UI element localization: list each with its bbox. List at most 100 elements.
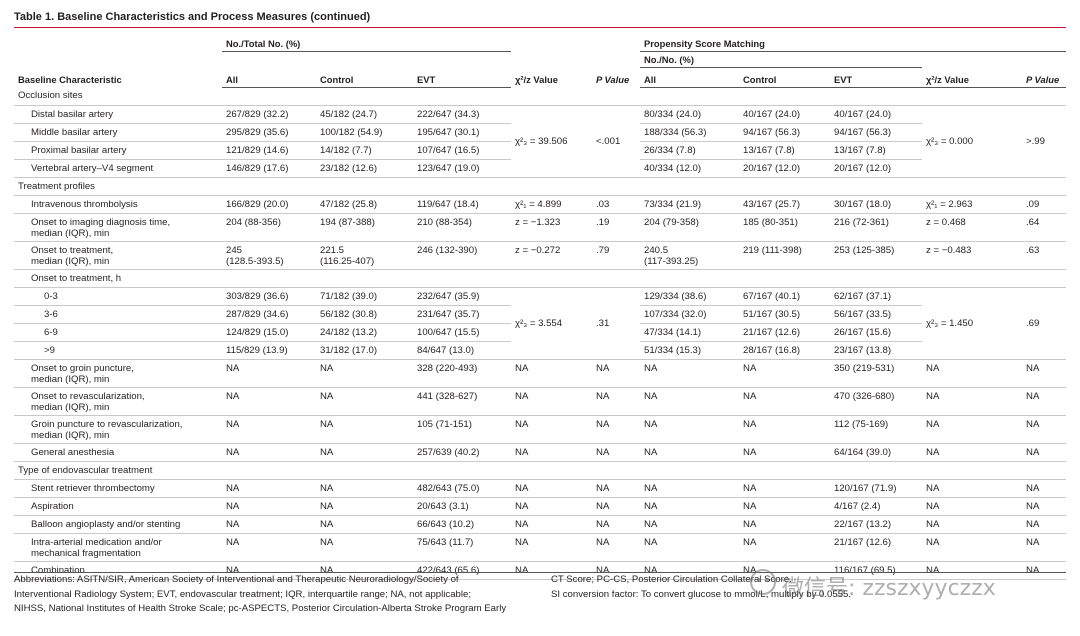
table-cell: NA [511,443,593,462]
spacer [222,51,511,67]
table-cell: .64 [1022,213,1067,242]
table-row: >9 115/829 (13.9) 31/182 (17.0) 84/647 (13.… [14,341,1066,360]
table-cell: NA [640,359,740,388]
table-cell: 210 (88-354) [413,213,512,242]
table-cell: NA [592,533,641,562]
row-label: Stent retriever thrombectomy [14,479,222,498]
table-cell: 146/829 (17.6) [222,159,316,178]
section-row: Treatment profiles [14,177,1067,196]
table-cell: NA [1022,561,1067,580]
table-cell: NA [592,443,641,462]
table-cell: χ²₃ = 3.554 [511,287,593,360]
table-cell: 119/647 (18.4) [413,195,512,214]
table-cell: 166/829 (20.0) [222,195,316,214]
table-row: Proximal basilar artery 121/829 (14.6) 14/… [14,141,1066,160]
table-cell: 245 (128.5-393.5) [222,241,316,270]
table-cell: NA [1022,533,1067,562]
empty-cell [222,461,1067,480]
row-label: Distal basilar artery [14,105,222,124]
table-row: Combination NA NA 422/643 (65.6) NA NA NA NA 116… [14,561,1067,580]
table-cell: NA [739,561,831,580]
table-cell: NA [511,415,593,444]
table-cell: 22/167 (13.2) [830,515,923,534]
section-title: Occlusion sites [14,87,222,106]
table-cell: NA [511,515,593,534]
table-cell: 64/164 (39.0) [830,443,923,462]
table-cell: NA [922,479,1023,498]
footnote-line: NIHSS, National Institutes of Health Str… [14,603,507,614]
table-cell: NA [592,415,641,444]
table-cell: NA [592,561,641,580]
footnote-line: Interventional Radiology System; EVT, en… [14,588,472,600]
column-header: P Value [596,74,630,85]
table-cell: 28/167 (16.8) [739,341,831,360]
table-cell: NA [739,359,831,388]
table-row: Intra-arterial medication and/or mechani… [14,533,1067,562]
table-cell: 51/167 (30.5) [739,305,831,324]
row-label: 0-3 [14,287,222,306]
table-cell: 94/167 (56.3) [739,123,831,142]
row-label: Groin puncture to revascularization, med… [14,415,222,444]
table-cell: NA [592,387,641,416]
table-cell: 24/182 (13.2) [316,323,413,342]
column-header: P Value [1022,67,1067,88]
table-cell: NA [592,359,641,388]
table-cell: NA [1022,515,1067,534]
table-cell: 120/167 (71.9) [830,479,923,498]
table-cell: NA [922,415,1023,444]
table-cell: NA [222,443,316,462]
table-cell: NA [922,359,1023,388]
table-cell: 328 (220-493) [413,359,512,388]
table-cell: NA [511,497,593,516]
table-cell: NA [316,443,413,462]
table-cell: 21/167 (12.6) [830,533,923,562]
table-cell: 31/182 (17.0) [316,341,413,360]
table-row: Distal basilar artery 267/829 (32.2) 45/18… [14,105,1067,178]
row-label: General anesthesia [14,443,222,462]
row-label: >9 [14,341,222,360]
column-header: χ²/z Value [515,74,558,85]
footnotes: Abbreviations: ASITN/SIR, American Socie… [14,572,1066,614]
table-cell: NA [739,479,831,498]
footnote-line: SI conversion factor: To convert glucose… [551,588,852,600]
table-cell: 20/643 (3.1) [413,497,512,516]
column-header: Baseline Characteristic [18,74,122,85]
table-cell: NA [640,561,740,580]
row-label: Onset to groin puncture, median (IQR), m… [14,359,222,388]
table-cell: 26/334 (7.8) [640,141,740,160]
table-cell: NA [922,387,1023,416]
table-cell: NA [640,415,740,444]
empty-cell [222,177,1067,196]
icon-dot [757,578,761,582]
table-cell: χ²₃ = 0.000 [922,105,1023,178]
table-cell: 20/167 (12.0) [739,159,831,178]
table-cell: NA [592,497,641,516]
table-cell: 21/167 (12.6) [739,323,831,342]
empty-cell [222,87,1067,106]
table-cell: NA [739,497,831,516]
table-cell: .03 [592,195,641,214]
section-title: Type of endovascular treatment [14,461,222,480]
table-cell: 94/167 (56.3) [830,123,923,142]
column-header: Control [316,67,413,88]
table-cell: 123/647 (19.0) [413,159,512,178]
table-cell: NA [511,533,593,562]
table-cell: 470 (326-680) [830,387,923,416]
table-header: Baseline Characteristic No./Total No. (%… [14,33,1067,88]
table-cell: NA [316,515,413,534]
table-cell: .69 [1022,287,1067,360]
header-row: All Control EVT All Control EVT χ²/z Val… [14,67,1067,88]
footnote-left: Abbreviations: ASITN/SIR, American Socie… [14,573,544,617]
table-cell: 47/182 (25.8) [316,195,413,214]
table-cell: 26/167 (15.6) [830,323,923,342]
table-row: Onset to treatment, median (IQR), min 245… [14,241,1067,270]
table-cell: NA [1022,497,1067,516]
table-cell: NA [222,415,316,444]
table-cell: NA [922,443,1023,462]
table-cell: NA [739,415,831,444]
table-cell: NA [316,479,413,498]
table-cell: 253 (125-385) [830,241,923,270]
row-label: Aspiration [14,497,222,516]
table-cell: NA [739,515,831,534]
